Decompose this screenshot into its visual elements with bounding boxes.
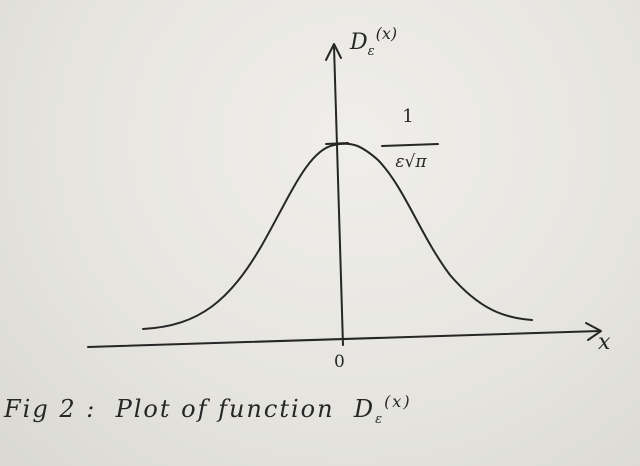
peak-label-denominator: ε√π [395, 152, 427, 172]
caption-prefix: Fig 2 : [4, 395, 97, 423]
figure-caption: Fig 2 : Plot of function Dε(x) [4, 392, 412, 427]
x-axis-label: x [598, 330, 611, 355]
origin-label: 0 [334, 352, 345, 372]
x-axis-arrowhead [585, 322, 602, 341]
peak-fraction-bar [381, 143, 439, 147]
y-axis-arrowhead [325, 43, 342, 61]
bell-curve [142, 142, 533, 330]
peak-label-numerator: 1 [402, 106, 414, 127]
caption-text: Plot of function [115, 395, 335, 423]
y-axis [333, 45, 344, 346]
peak-tick [325, 142, 349, 145]
y-axis-label: Dε(x) [350, 24, 398, 59]
x-axis [87, 330, 601, 348]
